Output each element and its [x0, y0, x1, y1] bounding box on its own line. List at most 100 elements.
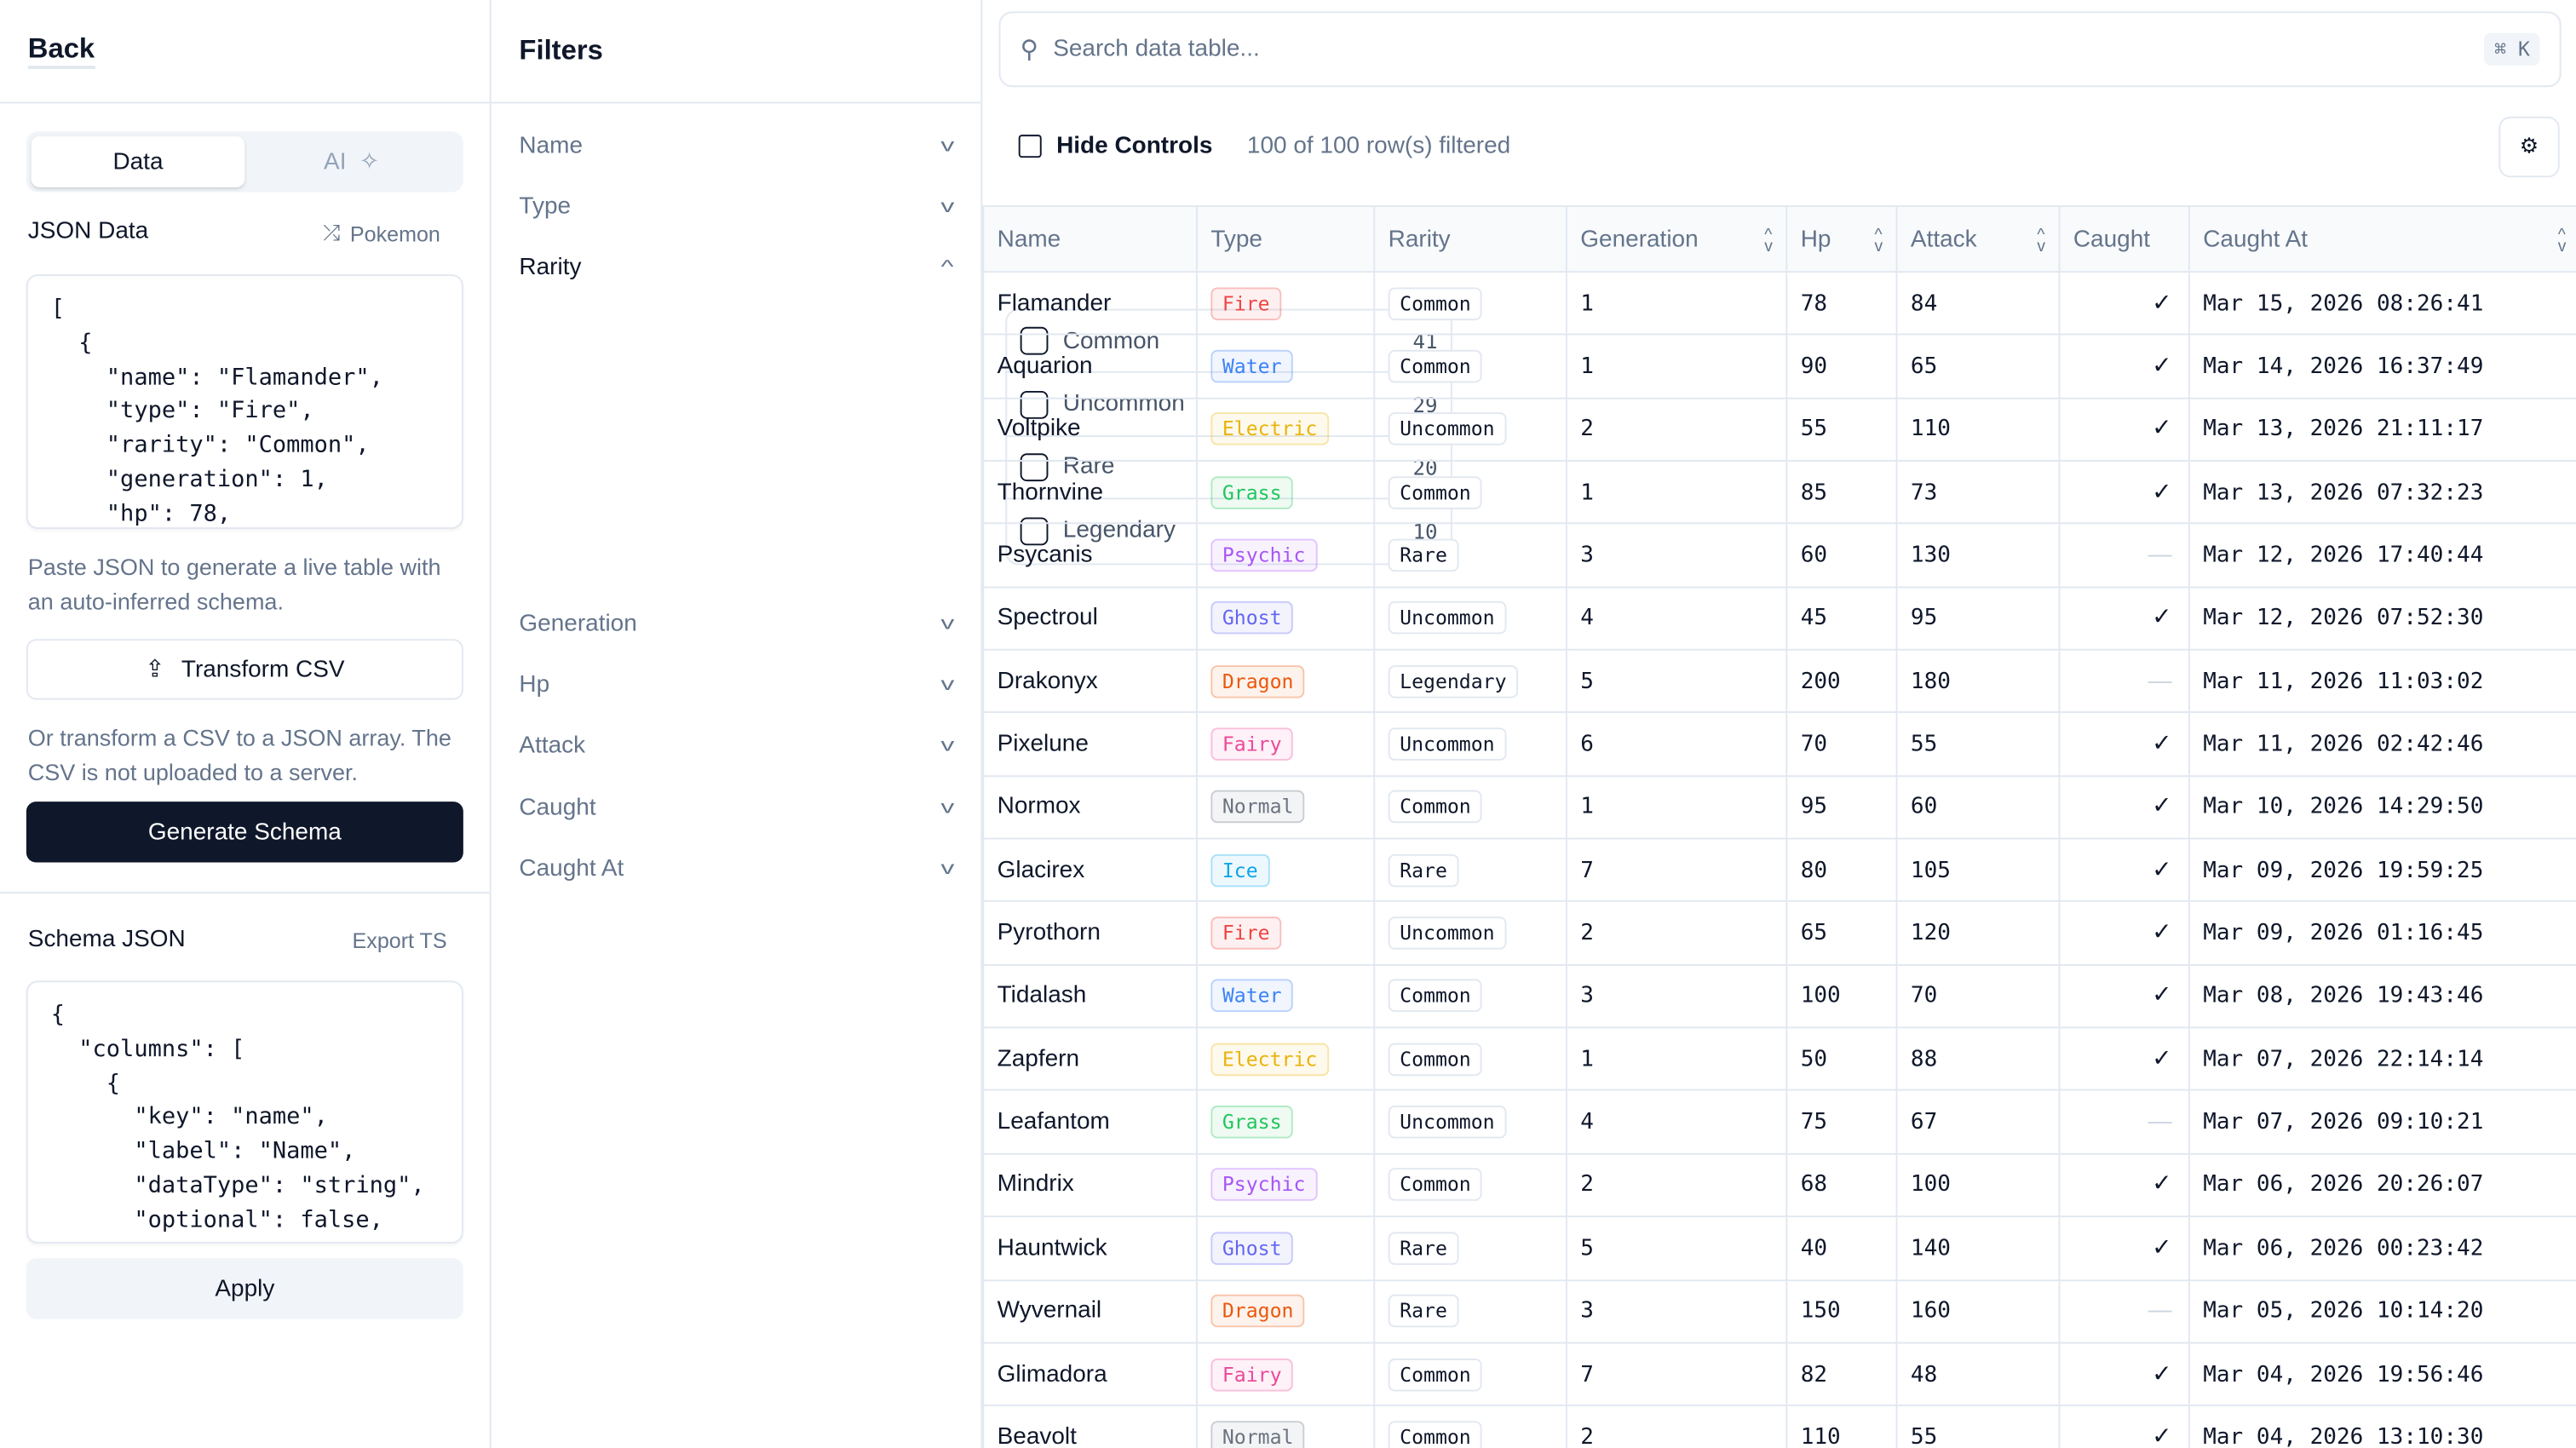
- cell-attack: 100: [1895, 1152, 2061, 1218]
- schema-json-textarea[interactable]: { "columns": [ { "key": "name", "label":…: [26, 980, 463, 1244]
- table-row[interactable]: Wyvernail Dragon Rare 3 150 160 — Mar 05, 2026 …: [982, 1278, 2576, 1344]
- table-row[interactable]: Mindrix Psychic Common 2 68 100 ✓ Mar 06, 2026 …: [982, 1152, 2576, 1218]
- cell-name: Zapfern: [982, 1026, 1198, 1092]
- table-row[interactable]: Flamander Fire Common 1 78 84 ✓ Mar 15, 2026 08…: [982, 271, 2576, 336]
- cell-attack: 160: [1895, 1278, 2061, 1344]
- back-link[interactable]: Back: [0, 0, 490, 104]
- chevron-down-icon: v: [940, 675, 954, 695]
- cell-caught: ✓: [2058, 774, 2190, 840]
- filter-rarity[interactable]: Rarity ^: [519, 255, 953, 281]
- cell-rarity: Common: [1373, 1026, 1567, 1092]
- column-label: Attack: [1910, 226, 1977, 253]
- hide-controls-button[interactable]: Hide Controls: [1056, 133, 1213, 160]
- column-header-rarity[interactable]: Rarity: [1373, 205, 1567, 273]
- table-row[interactable]: Pixelune Fairy Uncommon 6 70 55 ✓ Mar 11, 2026 …: [982, 711, 2576, 777]
- column-header-attack[interactable]: Attack ^ v: [1895, 205, 2061, 273]
- cell-rarity: Rare: [1373, 837, 1567, 903]
- table-row[interactable]: Beavolt Normal Common 2 110 55 ✓ Mar 04, 2026 1…: [982, 1405, 2576, 1448]
- tab-ai[interactable]: AI ✧: [244, 136, 458, 187]
- cell-generation: 2: [1565, 1405, 1788, 1448]
- filter-label: Attack: [519, 733, 586, 759]
- cell-generation: 6: [1565, 711, 1788, 777]
- type-badge: Grass: [1210, 475, 1294, 509]
- filter-type[interactable]: Type v: [519, 194, 953, 221]
- transform-csv-button[interactable]: ⇪ Transform CSV: [26, 639, 463, 700]
- export-ts-link[interactable]: Export TS: [352, 928, 447, 953]
- cell-name: Psycanis: [982, 522, 1198, 588]
- json-data-textarea[interactable]: [ { "name": "Flamander", "type": "Fire",…: [26, 274, 463, 529]
- type-badge: Fire: [1210, 286, 1282, 320]
- table-row[interactable]: Psycanis Psychic Rare 3 60 130 — Mar 12, 2026 1…: [982, 522, 2576, 588]
- rarity-badge: Common: [1388, 1357, 1483, 1391]
- column-label: Caught: [2073, 226, 2151, 253]
- table-row[interactable]: Spectroul Ghost Uncommon 4 45 95 ✓ Mar 12, 2026…: [982, 585, 2576, 651]
- filter-caught-at[interactable]: Caught At v: [519, 856, 953, 882]
- sort-icon[interactable]: ^ v: [2557, 226, 2567, 256]
- column-header-name[interactable]: Name: [982, 205, 1198, 273]
- cell-type: Ghost: [1195, 1215, 1376, 1281]
- table-row[interactable]: Glimadora Fairy Common 7 82 48 ✓ Mar 04, 2026 1…: [982, 1342, 2576, 1407]
- column-header-caught[interactable]: Caught: [2058, 205, 2190, 273]
- rarity-badge: Uncommon: [1388, 1106, 1507, 1139]
- tab-data[interactable]: Data: [31, 136, 245, 187]
- dash-icon: —: [2148, 542, 2172, 569]
- column-header-generation[interactable]: Generation ^ v: [1565, 205, 1788, 273]
- dash-icon: —: [2148, 668, 2172, 695]
- table-row[interactable]: Glacirex Ice Rare 7 80 105 ✓ Mar 09, 2026 19:59…: [982, 837, 2576, 903]
- rarity-badge: Common: [1388, 475, 1483, 509]
- load-sample-link[interactable]: ⤮ Pokemon: [323, 220, 440, 246]
- filter-generation[interactable]: Generation v: [519, 611, 953, 637]
- cell-caught: —: [2058, 648, 2190, 714]
- cell-caught-at: Mar 06, 2026 00:23:42: [2188, 1215, 2576, 1281]
- cell-caught: ✓: [2058, 1342, 2190, 1407]
- chevron-down-icon: v: [940, 735, 954, 756]
- search-icon: ⚲: [1020, 36, 1038, 65]
- column-header-caught-at[interactable]: Caught At ^ v: [2188, 205, 2576, 273]
- table-row[interactable]: Normox Normal Common 1 95 60 ✓ Mar 10, 2026 14:…: [982, 774, 2576, 840]
- table-row[interactable]: Aquarion Water Common 1 90 65 ✓ Mar 14, 2026 16…: [982, 334, 2576, 399]
- cell-name: Normox: [982, 774, 1198, 840]
- table-row[interactable]: Hauntwick Ghost Rare 5 40 140 ✓ Mar 06, 2026 00…: [982, 1215, 2576, 1281]
- type-badge: Grass: [1210, 1106, 1294, 1139]
- check-icon: ✓: [2152, 1046, 2172, 1072]
- cell-caught: —: [2058, 1089, 2190, 1155]
- apply-button[interactable]: Apply: [26, 1258, 463, 1319]
- table-row[interactable]: Drakonyx Dragon Legendary 5 200 180 — Mar 11, 2…: [982, 648, 2576, 714]
- table-row[interactable]: Zapfern Electric Common 1 50 88 ✓ Mar 07, 2026 …: [982, 1026, 2576, 1092]
- sort-icon[interactable]: ^ v: [2037, 226, 2046, 256]
- sort-icon[interactable]: ^ v: [1874, 226, 1883, 256]
- table-row[interactable]: Leafantom Grass Uncommon 4 75 67 — Mar 07, 2026…: [982, 1089, 2576, 1155]
- panel-toggle-icon[interactable]: [1018, 135, 1042, 158]
- filter-name[interactable]: Name v: [519, 133, 953, 159]
- filter-caught[interactable]: Caught v: [519, 795, 953, 821]
- filter-hp[interactable]: Hp v: [519, 672, 954, 698]
- filter-attack[interactable]: Attack v: [519, 733, 954, 759]
- cell-attack: 180: [1895, 648, 2061, 714]
- back-label[interactable]: Back: [27, 33, 95, 69]
- search-input[interactable]: ⚲ Search data table... ⌘ K: [998, 11, 2562, 88]
- generate-schema-button[interactable]: Generate Schema: [26, 802, 463, 863]
- cell-type: Water: [1195, 963, 1376, 1029]
- divider: [0, 892, 490, 894]
- column-header-hp[interactable]: Hp ^ v: [1785, 205, 1898, 273]
- cell-name: Beavolt: [982, 1405, 1198, 1448]
- table-row[interactable]: Tidalash Water Common 3 100 70 ✓ Mar 08, 2026 1…: [982, 963, 2576, 1029]
- cell-generation: 1: [1565, 271, 1788, 336]
- table-row[interactable]: Voltpike Electric Uncommon 2 55 110 ✓ Mar 13, 2…: [982, 397, 2576, 462]
- cell-rarity: Uncommon: [1373, 900, 1567, 966]
- type-badge: Fairy: [1210, 1357, 1294, 1391]
- view-settings-button[interactable]: ⚙: [2498, 115, 2560, 177]
- cell-attack: 105: [1895, 837, 2061, 903]
- column-header-type[interactable]: Type: [1195, 205, 1376, 273]
- cell-hp: 50: [1785, 1026, 1898, 1092]
- check-icon: ✓: [2152, 353, 2172, 380]
- column-label: Type: [1210, 226, 1262, 253]
- cell-hp: 80: [1785, 837, 1898, 903]
- cell-name: Leafantom: [982, 1089, 1198, 1155]
- cell-rarity: Uncommon: [1373, 585, 1567, 651]
- table-row[interactable]: Thornvine Grass Common 1 85 73 ✓ Mar 13, 2026 0…: [982, 460, 2576, 525]
- cell-generation: 2: [1565, 1152, 1788, 1218]
- table-row[interactable]: Pyrothorn Fire Uncommon 2 65 120 ✓ Mar 09, 2026…: [982, 900, 2576, 966]
- sort-icon[interactable]: ^ v: [1764, 226, 1773, 256]
- cell-type: Grass: [1195, 460, 1376, 525]
